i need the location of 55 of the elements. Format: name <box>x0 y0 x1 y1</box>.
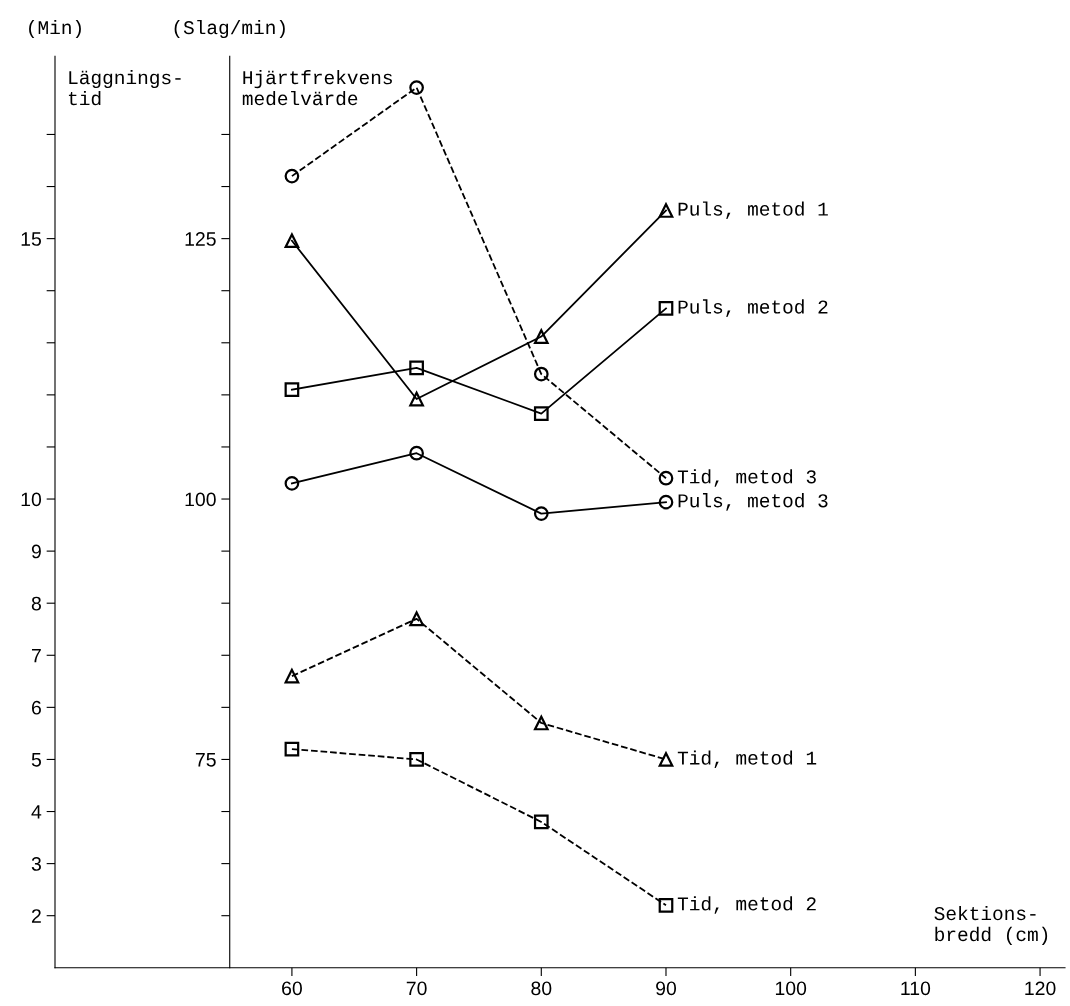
point <box>409 445 424 461</box>
point <box>658 301 674 316</box>
point <box>658 203 674 218</box>
series-label: Puls, metod 3 <box>678 493 828 511</box>
point <box>658 752 674 767</box>
point <box>284 168 300 184</box>
x-tick-label: 80 <box>531 981 552 996</box>
y-tick-label: 15 <box>21 232 41 246</box>
x-tick-label: 120 <box>1025 981 1056 996</box>
y-tick-label: 9 <box>31 544 41 559</box>
point <box>658 494 674 510</box>
point <box>658 897 674 913</box>
y2-tick-label: 100 <box>185 492 216 507</box>
point <box>533 406 549 421</box>
point <box>409 360 424 376</box>
point <box>284 741 300 757</box>
point <box>533 329 549 344</box>
y-tick-label: 7 <box>31 648 41 663</box>
point <box>409 611 424 627</box>
y2-tick-label: 75 <box>195 753 216 767</box>
x-tick-label: 100 <box>775 981 807 996</box>
series-label: Tid, metod 1 <box>677 750 817 768</box>
y2-axis-title: (Slag/min) <box>174 19 285 39</box>
y-axis-title: (Min) <box>29 19 81 39</box>
y-tick-label: 3 <box>31 857 41 871</box>
x-tick-label: 110 <box>901 981 931 996</box>
y-tick-label: 5 <box>31 753 41 767</box>
point <box>533 715 549 731</box>
point <box>533 506 549 521</box>
point <box>533 814 549 830</box>
annotation: Hjärtfrekvens medelvärde <box>242 70 392 106</box>
annotation: Läggnings- tid <box>68 70 181 106</box>
y-tick-label: 6 <box>31 700 41 715</box>
point <box>409 752 424 767</box>
point <box>284 668 300 684</box>
x-axis-title: Sektions- bredd (cm) <box>934 905 1048 945</box>
x-tick-label: 70 <box>406 981 427 996</box>
y2-tick-label: 125 <box>185 232 216 246</box>
point <box>409 80 424 95</box>
series-label: Tid, metod 3 <box>677 469 816 487</box>
y-tick-label: 4 <box>31 805 42 819</box>
y-tick-label: 8 <box>31 596 41 611</box>
point <box>284 476 300 491</box>
y-tick-label: 2 <box>31 909 41 923</box>
series-label: Puls, metod 2 <box>678 299 828 317</box>
point <box>658 470 674 486</box>
point <box>409 391 424 407</box>
series-label: Puls, metod 1 <box>678 201 828 219</box>
point <box>284 382 300 398</box>
point <box>284 233 300 249</box>
x-tick-label: 90 <box>656 981 677 996</box>
y-tick-label: 10 <box>21 492 42 507</box>
x-tick-label: 60 <box>282 981 302 996</box>
point <box>533 366 549 382</box>
series-label: Tid, metod 2 <box>677 896 816 914</box>
